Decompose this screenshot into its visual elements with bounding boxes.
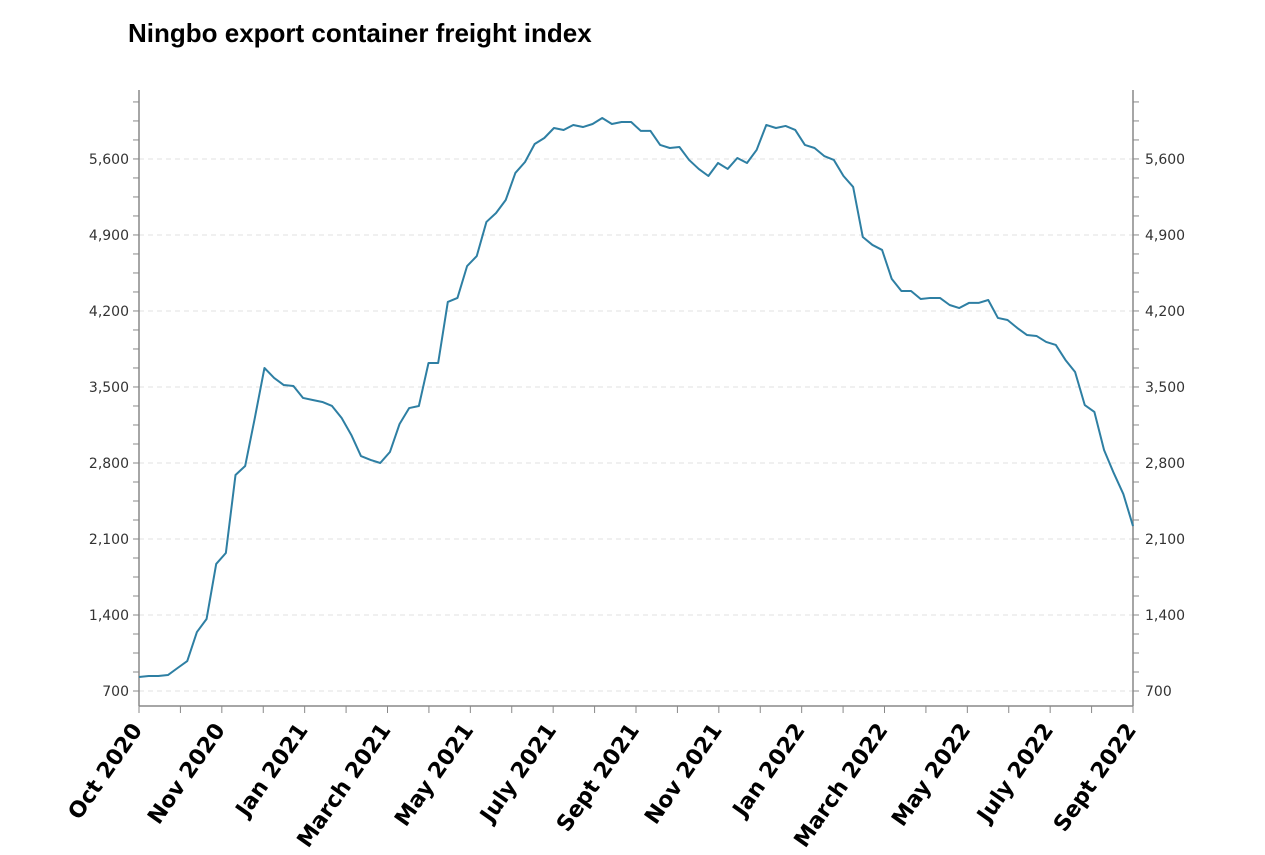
y-tick-label-left: 4,900	[89, 228, 129, 244]
y-tick-label-right: 2,800	[1145, 456, 1185, 472]
y-tick-label-right: 1,400	[1145, 608, 1185, 624]
y-tick-label-left: 1,400	[89, 608, 129, 624]
series-line	[138, 117, 1134, 679]
x-tick-label: Sept 2022	[1049, 719, 1142, 836]
y-tick-label-left: 4,200	[89, 304, 129, 320]
y-tick-label-left: 2,100	[89, 532, 129, 548]
y-tick-label-right: 3,500	[1145, 380, 1185, 396]
x-tick-label: Nov 2021	[640, 719, 727, 829]
chart-title: Ningbo export container freight index	[128, 18, 592, 48]
y-tick-label-right: 700	[1145, 684, 1172, 700]
y-tick-label-left: 700	[102, 684, 129, 700]
x-tick-label: July 2022	[972, 719, 1059, 829]
x-tick-label: May 2022	[887, 719, 976, 831]
x-tick-label: Sept 2021	[552, 719, 645, 836]
x-tick-label: May 2021	[390, 719, 479, 831]
x-tick-label: Jan 2022	[727, 719, 810, 823]
x-tick-label: July 2021	[475, 719, 562, 829]
y-tick-label-left: 5,600	[89, 152, 129, 168]
x-tick-label: Nov 2020	[143, 719, 230, 829]
y-tick-label-right: 5,600	[1145, 152, 1185, 168]
y-tick-label-right: 4,200	[1145, 304, 1185, 320]
x-tick-label: Oct 2020	[64, 719, 148, 824]
y-tick-label-left: 3,500	[89, 380, 129, 396]
y-tick-label-right: 4,900	[1145, 228, 1185, 244]
y-tick-label-left: 2,800	[89, 456, 129, 472]
y-tick-label-right: 2,100	[1145, 532, 1185, 548]
x-tick-label: Jan 2021	[230, 719, 313, 823]
